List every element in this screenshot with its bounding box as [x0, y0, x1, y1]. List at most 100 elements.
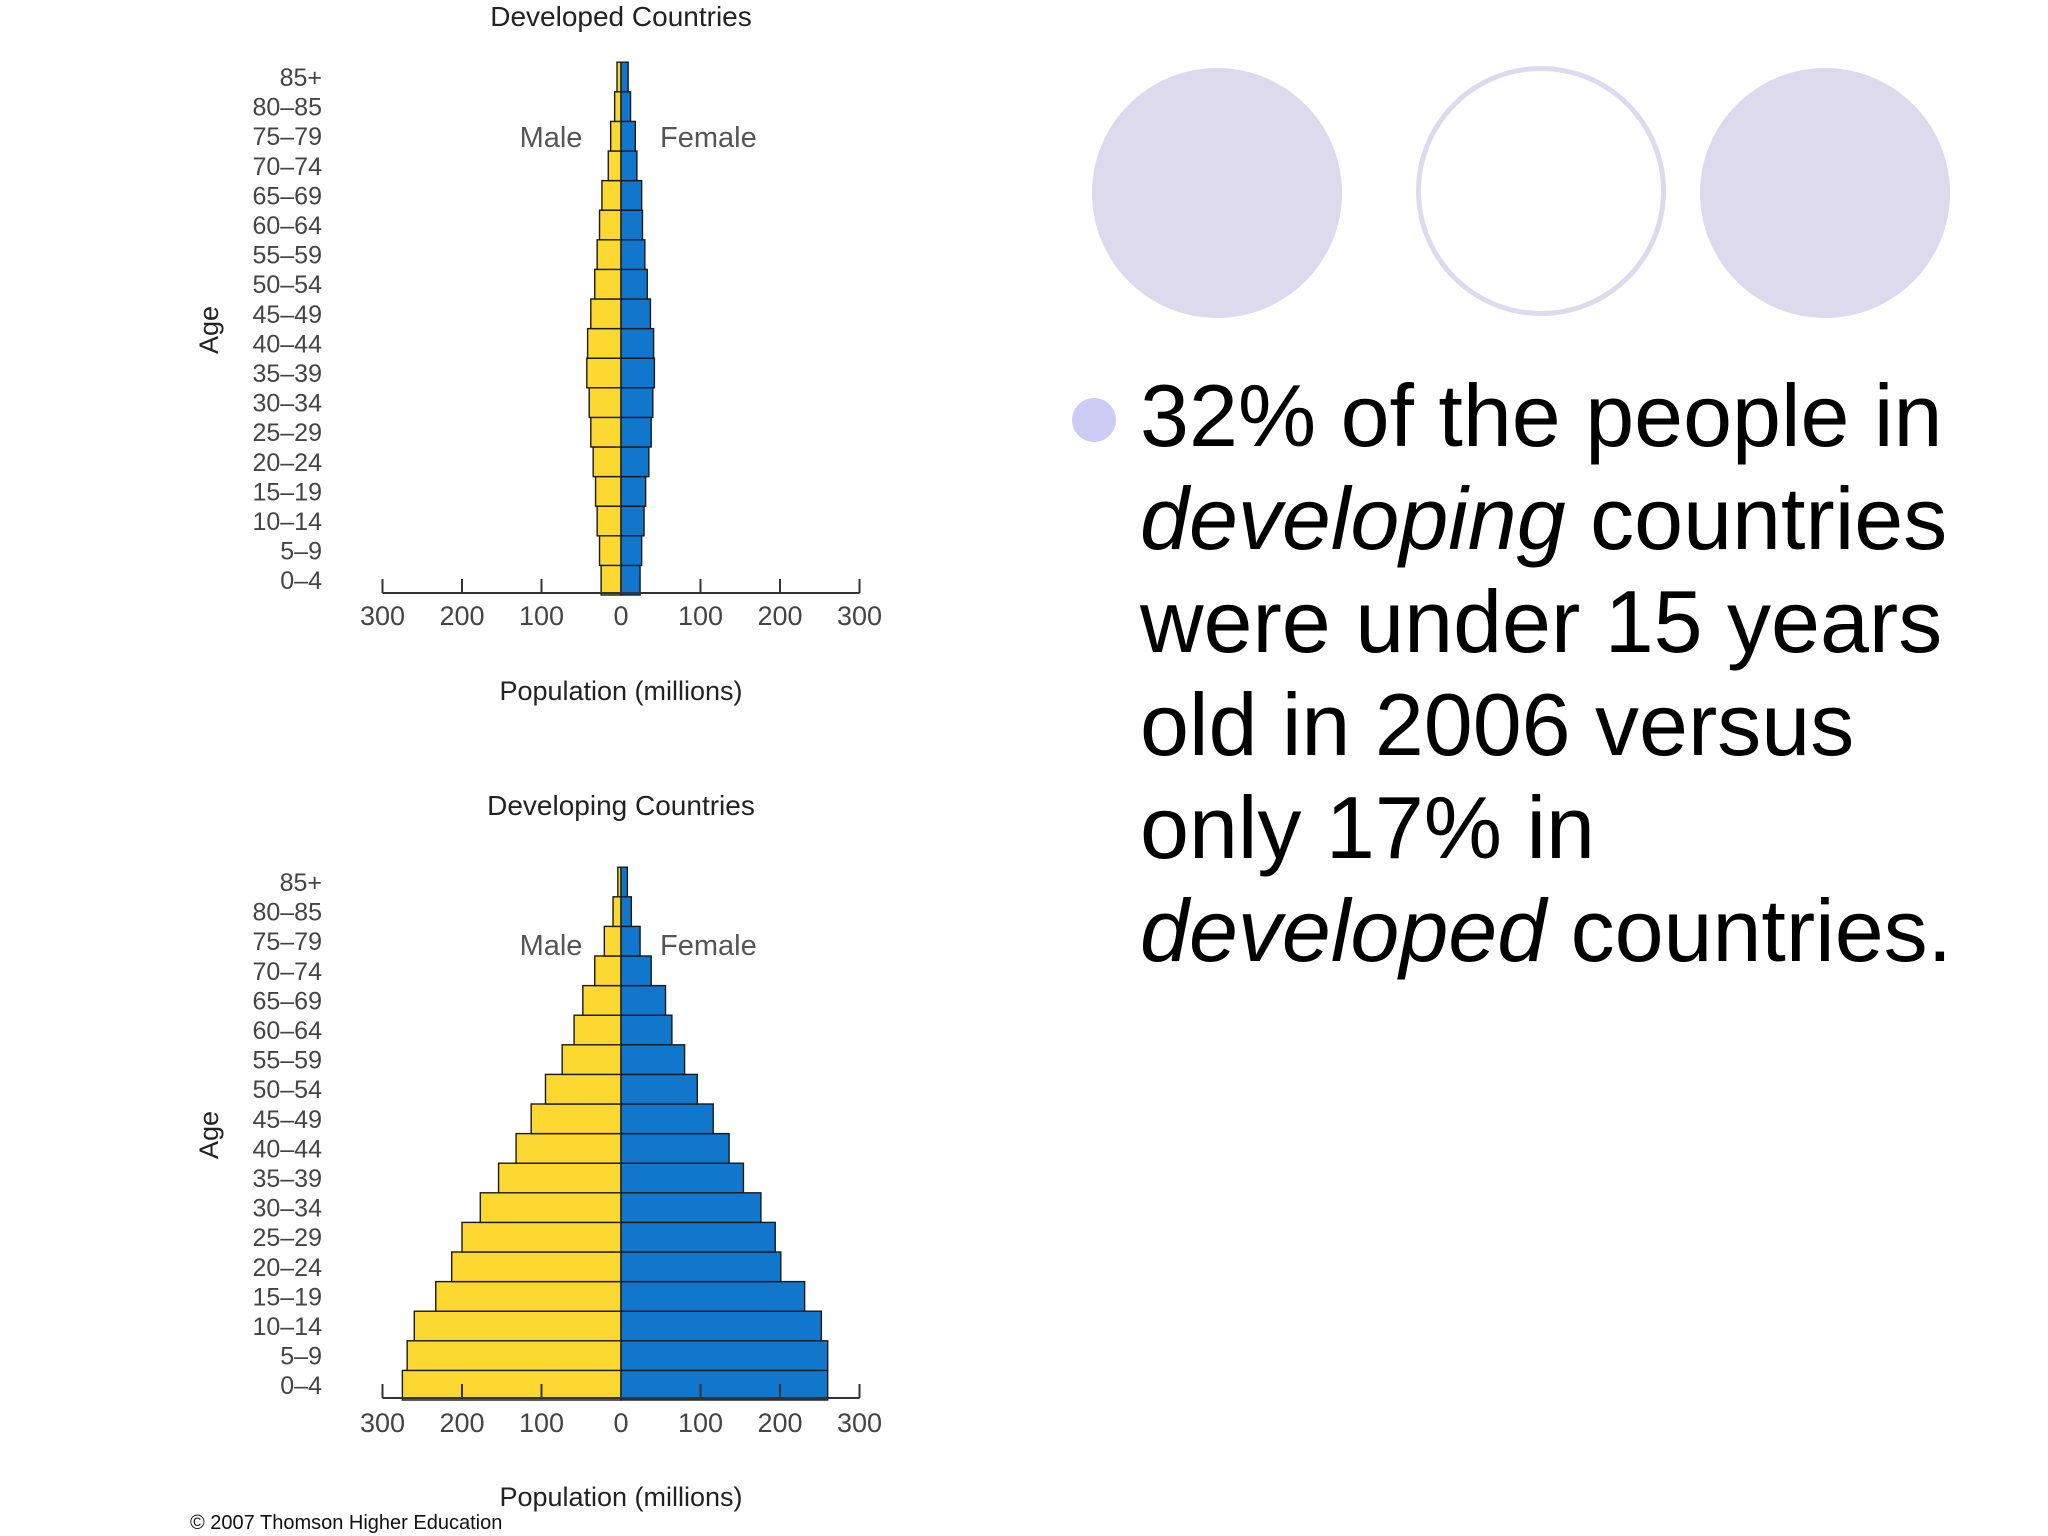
female-bar [620, 61, 629, 93]
x-axis-label: Population (millions) [499, 676, 742, 706]
male-bar [406, 1340, 622, 1372]
female-bar [620, 298, 652, 330]
female-bar [620, 925, 641, 957]
age-tick-label: 45–49 [252, 1106, 322, 1134]
female-bar [620, 955, 652, 987]
female-bar [620, 535, 643, 567]
age-tick-label: 10–14 [252, 508, 322, 536]
female-bar [620, 1073, 699, 1105]
x-axis-label: Population (millions) [499, 1482, 742, 1512]
age-tick-label: 5–9 [280, 538, 322, 566]
male-bar [435, 1280, 622, 1312]
female-bar [620, 387, 654, 419]
x-tick-label: 200 [757, 1408, 802, 1438]
female-bar [620, 1162, 745, 1194]
copyright-notice: © 2007 Thomson Higher Education [190, 1512, 503, 1534]
x-tick-label: 0 [613, 601, 628, 631]
female-bar [620, 1103, 714, 1135]
female-bar [620, 1251, 782, 1283]
male-bar [596, 239, 622, 271]
age-tick-label: 20–24 [252, 1254, 322, 1282]
female-bar [620, 446, 650, 478]
age-tick-label: 70–74 [252, 153, 322, 181]
female-bar [620, 1310, 823, 1342]
bullet-segment: countries. [1546, 881, 1953, 980]
age-tick-label: 0–4 [280, 1372, 322, 1400]
female-bar [620, 896, 633, 928]
x-tick-label: 300 [360, 601, 405, 631]
bullet-segment-italic: developing [1140, 469, 1566, 568]
male-bar [479, 1192, 622, 1224]
male-bar [582, 984, 622, 1016]
age-tick-label: 0–4 [280, 567, 322, 595]
male-bar [613, 91, 622, 123]
x-tick-label: 0 [613, 1408, 628, 1438]
female-bar [620, 866, 629, 898]
x-tick-label: 100 [519, 601, 564, 631]
x-tick-label: 200 [757, 601, 802, 631]
female-bar [620, 505, 645, 537]
age-tick-label: 5–9 [280, 1343, 322, 1371]
male-bar [586, 357, 622, 389]
female-bar [620, 1280, 806, 1312]
age-tick-label: 35–39 [252, 1165, 322, 1193]
age-tick-label: 60–64 [252, 212, 322, 240]
x-tick-label: 300 [837, 601, 882, 631]
female-bar [620, 1369, 829, 1401]
male-bar [588, 387, 622, 419]
male-bar [600, 564, 622, 596]
age-tick-label: 15–19 [252, 1283, 322, 1311]
female-bar [620, 239, 646, 271]
male-bar [497, 1162, 622, 1194]
female-bar [620, 209, 644, 241]
x-tick-label: 100 [678, 601, 723, 631]
female-bar [620, 416, 652, 448]
female-bar [620, 268, 648, 300]
bullet-segment-italic: developed [1140, 881, 1547, 980]
bullet-text: 32% of the people in developing countrie… [1140, 364, 2020, 982]
decorative-circle-left [1092, 68, 1342, 318]
female-bar [620, 150, 638, 182]
age-tick-label: 50–54 [252, 1076, 322, 1104]
male-bar [590, 298, 622, 330]
age-tick-label: 75–79 [252, 123, 322, 151]
age-tick-label: 65–69 [252, 182, 322, 210]
female-bar [620, 1044, 686, 1076]
male-bar [515, 1132, 622, 1164]
female-series-label: Female [660, 122, 757, 154]
male-bar [450, 1251, 622, 1283]
male-bar [544, 1073, 622, 1105]
age-tick-label: 55–59 [252, 242, 322, 270]
decorative-circle-right [1700, 68, 1950, 318]
male-bar [561, 1044, 622, 1076]
female-bar [620, 120, 637, 152]
male-bar [601, 179, 622, 211]
female-bar [620, 564, 641, 596]
female-bar [620, 1340, 829, 1372]
female-bar [620, 1192, 762, 1224]
age-tick-label: 50–54 [252, 271, 322, 299]
x-tick-label: 300 [837, 1408, 882, 1438]
decorative-circle-middle [1416, 66, 1666, 316]
male-bar [594, 268, 622, 300]
male-bar [596, 505, 622, 537]
age-tick-label: 25–29 [252, 419, 322, 447]
male-bar [573, 1014, 622, 1046]
age-tick-label: 45–49 [252, 301, 322, 329]
male-bar [594, 955, 622, 987]
male-bar [609, 120, 622, 152]
age-tick-label: 85+ [280, 869, 322, 897]
female-bar [620, 357, 656, 389]
age-tick-label: 70–74 [252, 958, 322, 986]
chart-title: Developed Countries [490, 1, 752, 32]
age-tick-label: 30–34 [252, 390, 322, 418]
age-tick-label: 30–34 [252, 1195, 322, 1223]
female-bar [620, 475, 647, 507]
male-series-label: Male [520, 122, 583, 154]
x-tick-label: 200 [439, 1408, 484, 1438]
age-tick-label: 25–29 [252, 1224, 322, 1252]
age-tick-label: 40–44 [252, 1135, 322, 1163]
female-series-label: Female [660, 930, 757, 962]
age-tick-label: 20–24 [252, 449, 322, 477]
